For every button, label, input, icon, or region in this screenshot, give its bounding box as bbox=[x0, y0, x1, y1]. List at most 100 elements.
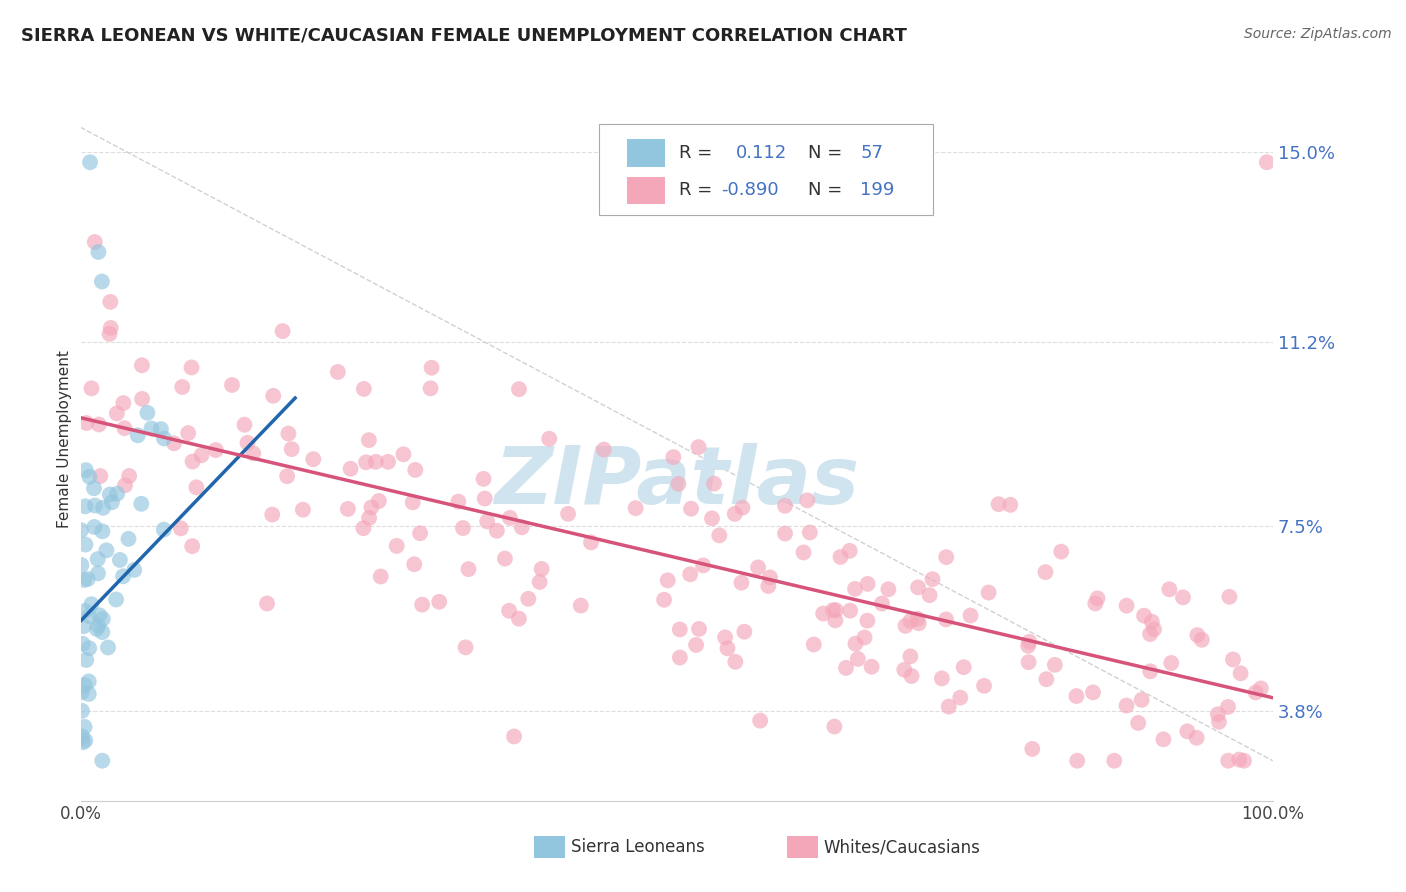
Point bbox=[907, 612, 929, 626]
Point bbox=[508, 612, 530, 626]
Point bbox=[856, 577, 879, 591]
Point bbox=[75, 500, 97, 514]
Point bbox=[277, 426, 299, 441]
Point bbox=[221, 378, 243, 392]
Bar bbox=[627, 139, 665, 167]
Point bbox=[1104, 754, 1126, 768]
Point bbox=[472, 472, 495, 486]
Point bbox=[1229, 666, 1251, 681]
Point bbox=[73, 678, 96, 692]
Point bbox=[96, 543, 118, 558]
Point bbox=[447, 494, 470, 508]
Point bbox=[1130, 693, 1153, 707]
Point bbox=[838, 544, 860, 558]
Point bbox=[1115, 599, 1137, 613]
Text: ZIPatlas: ZIPatlas bbox=[494, 443, 859, 522]
Point bbox=[73, 573, 96, 587]
Point bbox=[853, 631, 876, 645]
Point bbox=[170, 521, 193, 535]
Point bbox=[352, 521, 374, 535]
Point bbox=[75, 733, 97, 747]
Point bbox=[716, 641, 738, 656]
Point bbox=[498, 604, 520, 618]
Point bbox=[98, 294, 121, 309]
Point bbox=[733, 624, 755, 639]
Point bbox=[114, 478, 136, 492]
Point bbox=[153, 523, 176, 537]
Point bbox=[907, 616, 929, 631]
Point bbox=[557, 507, 579, 521]
Point bbox=[326, 365, 349, 379]
Point bbox=[276, 469, 298, 483]
Point bbox=[830, 549, 852, 564]
Point bbox=[153, 432, 176, 446]
Point bbox=[360, 500, 382, 515]
Text: 57: 57 bbox=[860, 144, 883, 162]
Point bbox=[474, 491, 496, 506]
Point bbox=[77, 674, 100, 689]
Point bbox=[181, 539, 204, 553]
Point bbox=[1175, 724, 1198, 739]
Point bbox=[579, 535, 602, 549]
Point bbox=[856, 614, 879, 628]
Point bbox=[877, 582, 900, 597]
Point bbox=[79, 469, 101, 483]
Point bbox=[136, 406, 159, 420]
Point bbox=[799, 525, 821, 540]
Point bbox=[688, 622, 710, 636]
Point bbox=[91, 500, 114, 515]
Point bbox=[91, 754, 114, 768]
Point bbox=[756, 579, 779, 593]
Point bbox=[824, 603, 846, 617]
Point bbox=[108, 553, 131, 567]
Point bbox=[89, 608, 111, 623]
Point bbox=[959, 608, 981, 623]
Text: R =: R = bbox=[679, 181, 713, 200]
Point bbox=[97, 640, 120, 655]
Point bbox=[921, 572, 943, 586]
Point bbox=[77, 687, 100, 701]
Point bbox=[377, 455, 399, 469]
Point bbox=[87, 618, 110, 632]
Point bbox=[83, 520, 105, 534]
Point bbox=[75, 653, 97, 667]
Point bbox=[91, 625, 114, 640]
Point bbox=[70, 685, 93, 699]
Point bbox=[703, 476, 725, 491]
Point bbox=[80, 597, 103, 611]
Point bbox=[73, 720, 96, 734]
Point bbox=[759, 570, 782, 584]
Point bbox=[233, 417, 256, 432]
Point bbox=[354, 455, 377, 469]
Point bbox=[824, 613, 846, 627]
Point bbox=[385, 539, 408, 553]
Point bbox=[508, 382, 530, 396]
Point bbox=[80, 381, 103, 395]
Point bbox=[503, 730, 526, 744]
Point bbox=[1160, 656, 1182, 670]
Point bbox=[530, 562, 553, 576]
Point bbox=[662, 450, 685, 464]
Point bbox=[180, 360, 202, 375]
Point bbox=[860, 659, 883, 673]
Point bbox=[724, 507, 747, 521]
Point bbox=[70, 704, 93, 718]
Point bbox=[900, 669, 922, 683]
Point bbox=[77, 641, 100, 656]
Point bbox=[402, 495, 425, 509]
Point bbox=[835, 661, 858, 675]
Point bbox=[918, 588, 941, 602]
Text: N =: N = bbox=[808, 181, 842, 200]
Point bbox=[846, 652, 869, 666]
Point bbox=[70, 730, 93, 744]
Point bbox=[668, 623, 690, 637]
Point bbox=[370, 569, 392, 583]
Point bbox=[291, 502, 314, 516]
Point bbox=[1115, 698, 1137, 713]
Point bbox=[1018, 655, 1040, 669]
Point bbox=[131, 497, 153, 511]
Point bbox=[1218, 754, 1240, 768]
Point bbox=[949, 690, 972, 705]
Point bbox=[1017, 639, 1039, 653]
Point bbox=[75, 537, 97, 551]
